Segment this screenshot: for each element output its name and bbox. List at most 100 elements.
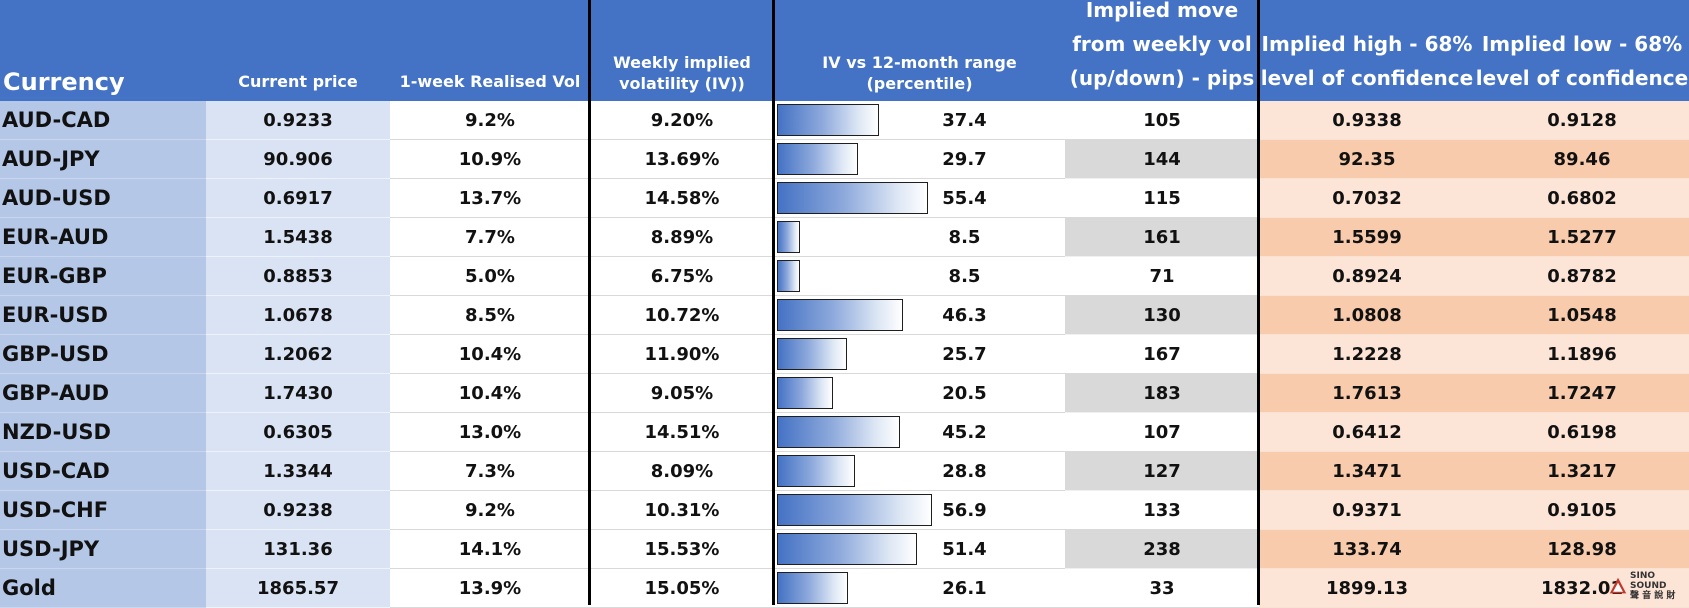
implied-low-value: 0.6198 bbox=[1547, 421, 1617, 443]
realised-vol-value: 14.1% bbox=[458, 538, 522, 560]
implied-high-cell: 1.5599 bbox=[1259, 218, 1475, 257]
percentile-data-bar bbox=[777, 338, 847, 370]
currency-value: EUR-AUD bbox=[2, 225, 109, 249]
realised-vol-value: 10.9% bbox=[458, 148, 522, 170]
table-row: USD-JPY 131.36 14.1% 15.53% 51.4 238 133.74 128… bbox=[0, 530, 1689, 569]
realised-vol-value: 8.5% bbox=[465, 304, 515, 326]
watermark: SINO SOUND 聲 音 說 財 bbox=[1609, 571, 1683, 601]
weekly-iv-value: 6.75% bbox=[650, 265, 714, 287]
weekly-iv-cell: 9.05% bbox=[590, 374, 774, 413]
implied-move-cell: 105 bbox=[1065, 101, 1259, 140]
header-implied-low-line1: Implied low - 68% bbox=[1481, 32, 1683, 56]
implied-move-value: 105 bbox=[1143, 109, 1181, 131]
implied-low-cell: 0.9105 bbox=[1475, 491, 1689, 530]
currency-value: NZD-USD bbox=[2, 420, 111, 444]
percentile-data-bar bbox=[777, 143, 858, 175]
implied-move-value: 107 bbox=[1143, 421, 1181, 443]
header-currency-label: Currency bbox=[3, 67, 125, 96]
implied-low-cell: 1.7247 bbox=[1475, 374, 1689, 413]
table-row: EUR-USD 1.0678 8.5% 10.72% 46.3 130 1.0808 1.05… bbox=[0, 296, 1689, 335]
iv-percentile-cell: 20.5 bbox=[774, 374, 1065, 413]
price-cell: 0.9233 bbox=[206, 101, 390, 140]
header-iv-range: IV vs 12-month range (percentile) bbox=[774, 0, 1065, 101]
weekly-iv-cell: 10.72% bbox=[590, 296, 774, 335]
price-value: 1.7430 bbox=[263, 382, 333, 404]
price-value: 131.36 bbox=[263, 538, 333, 560]
implied-move-value: 127 bbox=[1143, 460, 1181, 482]
price-cell: 90.906 bbox=[206, 140, 390, 179]
implied-low-value: 0.9128 bbox=[1547, 109, 1617, 131]
realised-vol-cell: 13.9% bbox=[390, 569, 590, 608]
implied-move-value: 33 bbox=[1149, 577, 1175, 599]
implied-move-cell: 161 bbox=[1065, 218, 1259, 257]
realised-vol-value: 7.3% bbox=[465, 460, 515, 482]
header-implied-low-line2: level of confidence bbox=[1475, 66, 1689, 90]
price-cell: 0.8853 bbox=[206, 257, 390, 296]
implied-high-cell: 1.3471 bbox=[1259, 452, 1475, 491]
implied-high-value: 0.6412 bbox=[1332, 421, 1402, 443]
header-currency: Currency bbox=[0, 0, 206, 101]
price-cell: 1.7430 bbox=[206, 374, 390, 413]
implied-high-value: 0.8924 bbox=[1332, 265, 1402, 287]
header-implied-high: Implied high - 68% level of confidence bbox=[1259, 0, 1475, 101]
weekly-iv-cell: 14.58% bbox=[590, 179, 774, 218]
realised-vol-value: 9.2% bbox=[465, 109, 515, 131]
realised-vol-cell: 7.3% bbox=[390, 452, 590, 491]
table-row: GBP-AUD 1.7430 10.4% 9.05% 20.5 183 1.7613 1.72… bbox=[0, 374, 1689, 413]
implied-high-cell: 0.9371 bbox=[1259, 491, 1475, 530]
implied-low-cell: 0.6198 bbox=[1475, 413, 1689, 452]
price-cell: 0.6305 bbox=[206, 413, 390, 452]
realised-vol-value: 13.0% bbox=[458, 421, 522, 443]
implied-move-cell: 115 bbox=[1065, 179, 1259, 218]
implied-high-cell: 1.0808 bbox=[1259, 296, 1475, 335]
implied-high-value: 133.74 bbox=[1332, 538, 1402, 560]
percentile-data-bar bbox=[777, 221, 800, 253]
implied-move-value: 238 bbox=[1143, 538, 1181, 560]
percentile-value: 29.7 bbox=[942, 148, 987, 170]
percentile-data-bar bbox=[777, 104, 879, 136]
currency-value: USD-JPY bbox=[2, 537, 100, 561]
header-iv-range-line1: IV vs 12-month range bbox=[822, 52, 1017, 72]
implied-high-value: 1.0808 bbox=[1332, 304, 1402, 326]
implied-high-value: 1.5599 bbox=[1332, 226, 1402, 248]
currency-value: AUD-CAD bbox=[2, 108, 111, 132]
price-value: 1.0678 bbox=[263, 304, 333, 326]
weekly-iv-value: 9.20% bbox=[650, 109, 714, 131]
implied-high-value: 1899.13 bbox=[1326, 577, 1408, 599]
implied-high-value: 0.7032 bbox=[1332, 187, 1402, 209]
currency-cell: Gold bbox=[0, 569, 206, 608]
currency-value: USD-CAD bbox=[2, 459, 110, 483]
percentile-value: 8.5 bbox=[948, 226, 981, 248]
realised-vol-value: 13.9% bbox=[458, 577, 522, 599]
currency-cell: AUD-USD bbox=[0, 179, 206, 218]
iv-percentile-cell: 37.4 bbox=[774, 101, 1065, 140]
currency-value: GBP-USD bbox=[2, 342, 109, 366]
price-value: 0.6305 bbox=[263, 421, 333, 443]
percentile-value: 56.9 bbox=[942, 499, 987, 521]
implied-low-value: 1.3217 bbox=[1547, 460, 1617, 482]
iv-percentile-cell: 29.7 bbox=[774, 140, 1065, 179]
table-row: USD-CAD 1.3344 7.3% 8.09% 28.8 127 1.3471 1.321… bbox=[0, 452, 1689, 491]
header-weekly-iv: Weekly implied volatility (IV)) bbox=[590, 0, 774, 101]
percentile-data-bar bbox=[777, 299, 903, 331]
implied-high-cell: 92.35 bbox=[1259, 140, 1475, 179]
realised-vol-cell: 10.9% bbox=[390, 140, 590, 179]
currency-cell: NZD-USD bbox=[0, 413, 206, 452]
weekly-iv-cell: 9.20% bbox=[590, 101, 774, 140]
percentile-value: 46.3 bbox=[942, 304, 987, 326]
currency-value: GBP-AUD bbox=[2, 381, 110, 405]
currency-value: EUR-USD bbox=[2, 303, 108, 327]
header-realised-vol: 1-week Realised Vol bbox=[390, 0, 590, 101]
weekly-iv-cell: 13.69% bbox=[590, 140, 774, 179]
percentile-data-bar bbox=[777, 182, 928, 214]
implied-high-cell: 1.2228 bbox=[1259, 335, 1475, 374]
price-value: 0.6917 bbox=[263, 187, 333, 209]
table-row: NZD-USD 0.6305 13.0% 14.51% 45.2 107 0.6412 0.6… bbox=[0, 413, 1689, 452]
currency-cell: USD-CAD bbox=[0, 452, 206, 491]
implied-high-cell: 0.7032 bbox=[1259, 179, 1475, 218]
implied-move-cell: 238 bbox=[1065, 530, 1259, 569]
percentile-data-bar bbox=[777, 533, 917, 565]
implied-high-cell: 1.7613 bbox=[1259, 374, 1475, 413]
implied-low-cell: 0.6802 bbox=[1475, 179, 1689, 218]
implied-low-value: 1.0548 bbox=[1547, 304, 1617, 326]
